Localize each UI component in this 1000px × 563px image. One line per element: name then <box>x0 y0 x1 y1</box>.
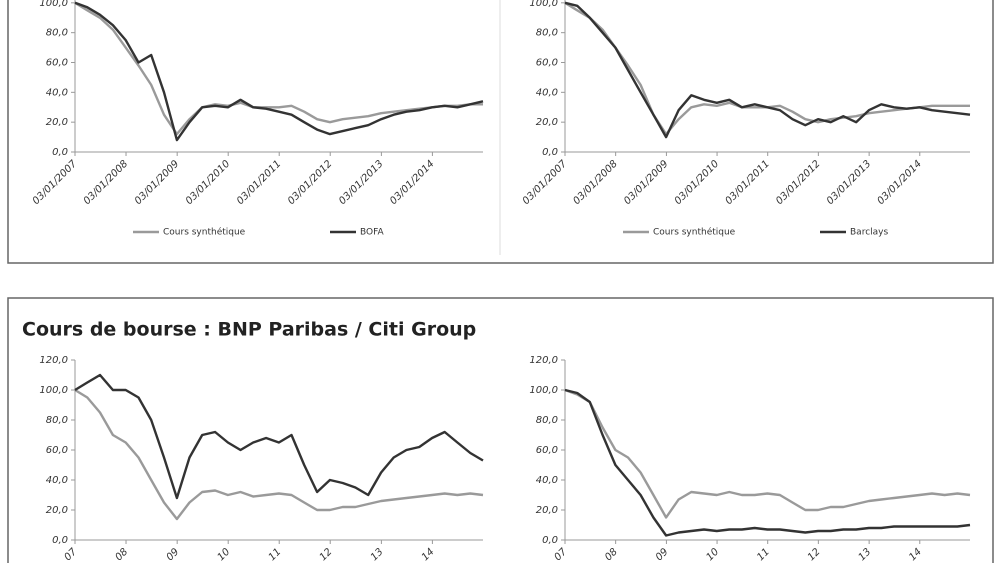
y-tick-label: 0,0 <box>542 535 558 546</box>
y-tick-label: 80,0 <box>46 415 68 426</box>
x-tick-label: 13 <box>857 546 874 563</box>
y-tick-label: 80,0 <box>536 415 558 426</box>
x-tick-label: 03/01/2010 <box>673 158 722 207</box>
x-tick-label: 07 <box>62 546 79 563</box>
y-tick-label: 40,0 <box>46 475 68 486</box>
legend: Barclays <box>820 228 888 238</box>
series-line <box>564 1 971 139</box>
series-line <box>564 1 970 136</box>
x-tick-label: 09 <box>165 546 182 563</box>
x-tick-label: 03/01/2012 <box>774 158 823 207</box>
y-tick-label: 0,0 <box>542 147 558 158</box>
x-tick-label: 10 <box>216 546 233 563</box>
x-tick-label: 14 <box>420 546 437 563</box>
x-tick-label: 03/01/2008 <box>82 158 131 207</box>
x-tick-label: 14 <box>907 546 924 563</box>
series-line <box>74 388 484 521</box>
y-tick-label: 120,0 <box>529 355 558 366</box>
x-tick-label: 12 <box>318 546 335 563</box>
x-tick-label: 03/01/2009 <box>133 158 182 207</box>
y-tick-label: 20,0 <box>46 117 68 128</box>
y-tick-label: 20,0 <box>536 505 558 516</box>
x-tick-label: 12 <box>806 546 823 563</box>
legend: Cours synthétique <box>623 227 736 238</box>
legend-label: Cours synthétique <box>653 227 736 238</box>
y-tick-label: 40,0 <box>536 475 558 486</box>
x-tick-label: 03/01/2009 <box>622 158 671 207</box>
y-tick-label: 100,0 <box>39 385 68 396</box>
y-tick-label: 0,0 <box>52 147 68 158</box>
x-tick-label: 08 <box>603 546 620 563</box>
panel-frame <box>7 297 994 563</box>
legend-label: BOFA <box>360 228 384 238</box>
x-tick-label: 03/01/2011 <box>235 158 284 207</box>
x-tick-label: 11 <box>267 546 284 563</box>
legend-label: Barclays <box>850 228 888 238</box>
x-tick-label: 03/01/2007 <box>521 158 570 207</box>
y-tick-label: 20,0 <box>536 117 558 128</box>
x-tick-label: 03/01/2013 <box>825 158 874 207</box>
legend: BOFA <box>330 228 384 238</box>
x-tick-label: 10 <box>705 546 722 563</box>
panel-frame <box>7 0 994 264</box>
y-tick-label: 80,0 <box>46 28 68 39</box>
x-tick-label: 09 <box>654 546 671 563</box>
y-tick-label: 60,0 <box>46 445 68 456</box>
y-tick-label: 40,0 <box>46 87 68 98</box>
x-tick-label: 07 <box>552 546 569 563</box>
x-tick-label: 03/01/2010 <box>184 158 233 207</box>
x-tick-label: 03/01/2014 <box>875 158 924 207</box>
x-tick-label: 11 <box>755 546 772 563</box>
x-tick-label: 03/01/2008 <box>571 158 620 207</box>
x-tick-label: 03/01/2007 <box>31 158 80 207</box>
y-tick-label: 60,0 <box>536 445 558 456</box>
y-tick-label: 40,0 <box>536 87 558 98</box>
y-tick-label: 100,0 <box>529 0 558 9</box>
x-tick-label: 08 <box>113 546 130 563</box>
y-tick-label: 20,0 <box>46 505 68 516</box>
y-tick-label: 100,0 <box>39 0 68 9</box>
series-line <box>74 1 484 142</box>
section-title: Cours de bourse : BNP Paribas / Citi Gro… <box>22 319 476 341</box>
y-tick-label: 60,0 <box>536 58 558 69</box>
y-tick-label: 100,0 <box>529 385 558 396</box>
y-tick-label: 120,0 <box>39 355 68 366</box>
series-line <box>74 373 484 500</box>
x-tick-label: 03/01/2012 <box>286 158 335 207</box>
x-tick-label: 03/01/2011 <box>723 158 772 207</box>
series-line <box>564 388 971 519</box>
series-line <box>74 1 483 136</box>
y-tick-label: 80,0 <box>536 28 558 39</box>
legend-label: Cours synthétique <box>163 227 246 238</box>
x-tick-label: 13 <box>369 546 386 563</box>
y-tick-label: 60,0 <box>46 58 68 69</box>
x-tick-label: 03/01/2014 <box>388 158 437 207</box>
y-tick-label: 0,0 <box>52 535 68 546</box>
x-tick-label: 03/01/2013 <box>337 158 386 207</box>
legend: Cours synthétique <box>133 227 246 238</box>
series-line <box>564 388 971 537</box>
